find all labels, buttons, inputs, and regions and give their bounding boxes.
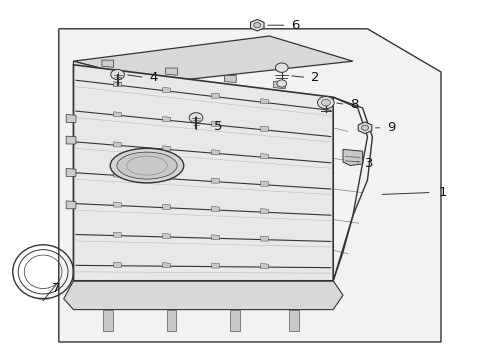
Polygon shape (261, 236, 269, 241)
Text: 6: 6 (292, 19, 300, 32)
Polygon shape (212, 206, 220, 211)
Polygon shape (212, 235, 220, 240)
Text: 3: 3 (365, 157, 373, 170)
Circle shape (254, 23, 261, 28)
Text: 2: 2 (311, 71, 319, 84)
Polygon shape (114, 262, 122, 267)
Text: 5: 5 (214, 120, 222, 132)
Circle shape (318, 96, 334, 109)
Polygon shape (59, 29, 441, 342)
Polygon shape (163, 262, 171, 267)
Polygon shape (250, 19, 264, 31)
Polygon shape (66, 168, 76, 176)
Ellipse shape (110, 148, 184, 183)
Polygon shape (66, 114, 76, 122)
Polygon shape (114, 82, 122, 87)
Polygon shape (114, 202, 122, 207)
Text: 7: 7 (51, 282, 60, 294)
Polygon shape (261, 208, 269, 213)
Circle shape (111, 69, 124, 80)
Polygon shape (114, 142, 122, 147)
Polygon shape (163, 233, 171, 238)
Polygon shape (273, 81, 285, 89)
Polygon shape (261, 99, 269, 104)
Polygon shape (212, 178, 220, 183)
Polygon shape (103, 310, 113, 331)
Polygon shape (64, 281, 343, 310)
Polygon shape (261, 154, 269, 159)
Circle shape (321, 99, 330, 106)
Polygon shape (212, 263, 220, 268)
Polygon shape (212, 150, 220, 155)
Text: 8: 8 (350, 98, 359, 111)
Polygon shape (224, 75, 236, 82)
Polygon shape (212, 121, 220, 126)
Polygon shape (163, 175, 171, 180)
Polygon shape (114, 232, 122, 237)
Polygon shape (261, 181, 269, 186)
Polygon shape (212, 93, 220, 98)
Polygon shape (66, 201, 76, 209)
Text: 4: 4 (149, 71, 158, 84)
Circle shape (189, 113, 203, 123)
Text: 9: 9 (387, 121, 395, 134)
Polygon shape (163, 87, 171, 93)
Polygon shape (74, 61, 157, 295)
Polygon shape (358, 122, 372, 134)
Polygon shape (163, 204, 171, 209)
Polygon shape (114, 112, 122, 117)
Polygon shape (66, 136, 76, 144)
Circle shape (277, 80, 287, 87)
Text: 1: 1 (439, 186, 447, 199)
Polygon shape (261, 264, 269, 269)
Polygon shape (74, 65, 333, 281)
Polygon shape (167, 310, 176, 331)
Polygon shape (289, 310, 299, 331)
Polygon shape (74, 36, 353, 83)
Polygon shape (261, 126, 269, 131)
Circle shape (362, 125, 368, 130)
Ellipse shape (117, 152, 177, 179)
Polygon shape (166, 68, 177, 75)
Polygon shape (114, 172, 122, 177)
Polygon shape (163, 146, 171, 151)
Polygon shape (343, 149, 363, 166)
Circle shape (275, 63, 288, 72)
Polygon shape (230, 310, 240, 331)
Polygon shape (163, 117, 171, 122)
Polygon shape (102, 60, 114, 67)
